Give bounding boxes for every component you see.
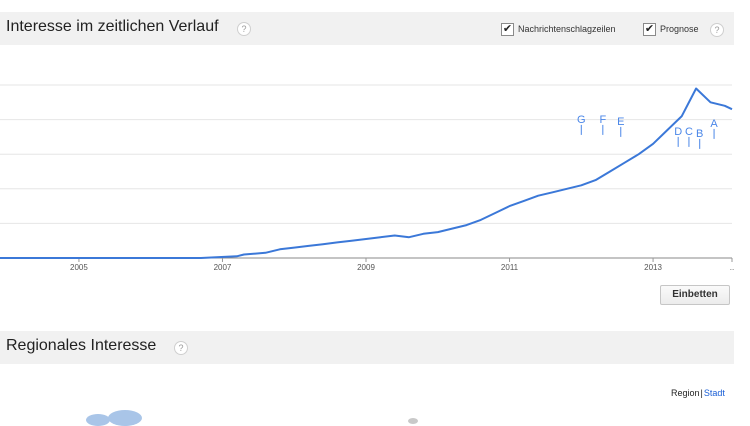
x-tick-label: ..	[730, 263, 734, 272]
x-tick-label: 2007	[214, 263, 232, 272]
interest-over-time-chart: 2005 2007 2009 2011 2013 .. G F E D C BA	[0, 84, 734, 272]
news-headlines-label[interactable]: Nachrichtenschlagzeilen	[518, 24, 616, 34]
forecast-checkbox[interactable]: ✔	[643, 22, 656, 36]
map-region-shape	[86, 414, 110, 426]
regional-section-header: Regionales Interesse ?	[0, 331, 734, 364]
region-city-toggle: Region|Stadt	[671, 388, 725, 398]
interest-line	[0, 87, 733, 259]
headline-marker: G	[577, 114, 586, 126]
news-headlines-checkbox[interactable]: ✔	[501, 22, 514, 36]
x-tick-label: 2005	[70, 263, 88, 272]
x-tick-label: 2013	[644, 263, 662, 272]
headline-marker: F	[599, 114, 606, 126]
x-tick-label: 2009	[357, 263, 375, 272]
embed-button[interactable]: Einbetten	[660, 285, 730, 305]
forecast-label[interactable]: Prognose	[660, 24, 699, 34]
forecast-help-icon[interactable]: ?	[710, 23, 724, 37]
region-option[interactable]: Region	[671, 388, 700, 398]
help-icon[interactable]: ?	[174, 341, 188, 355]
headline-marker: A	[710, 118, 718, 130]
toggle-separator: |	[700, 388, 703, 398]
regional-section-title: Regionales Interesse	[6, 337, 157, 354]
timeline-section-header: Interesse im zeitlichen Verlauf ? ✔ Nach…	[0, 12, 734, 45]
help-icon[interactable]: ?	[237, 22, 251, 36]
headline-marker: B	[696, 128, 703, 140]
city-link[interactable]: Stadt	[703, 388, 725, 398]
map-region-shape	[408, 418, 418, 424]
headline-marker: D	[674, 126, 682, 138]
map-region-shape	[108, 410, 142, 426]
headline-marker: C	[685, 126, 693, 138]
headline-marker: E	[617, 116, 624, 128]
x-tick-label: 2011	[501, 263, 519, 272]
timeline-section-title: Interesse im zeitlichen Verlauf	[6, 18, 219, 35]
